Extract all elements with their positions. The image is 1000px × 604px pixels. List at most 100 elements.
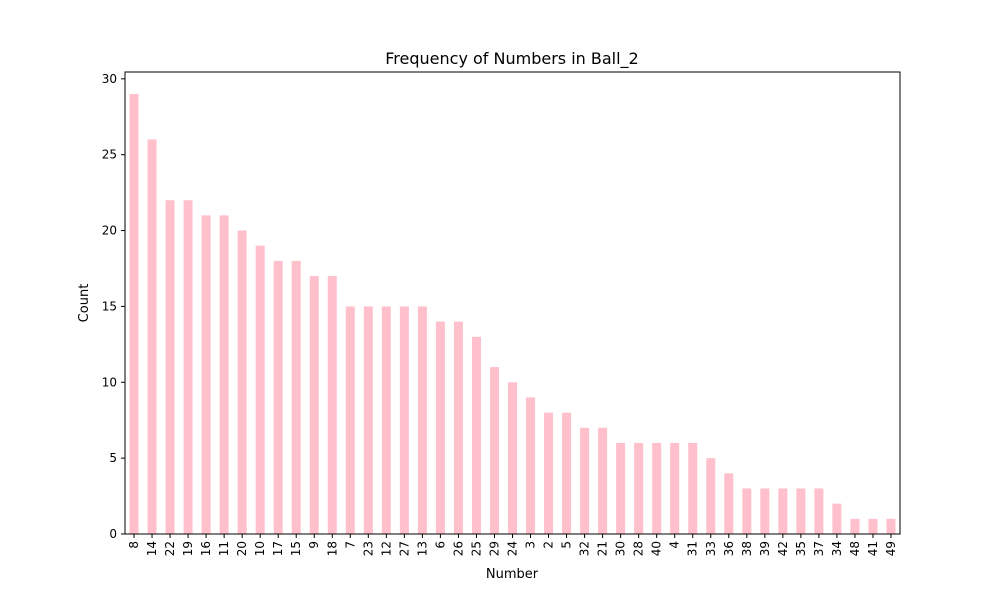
y-tick-label-5: 5 xyxy=(109,451,117,465)
bar-26 xyxy=(453,321,463,534)
bar-21 xyxy=(598,427,608,534)
x-tick-label-8: 8 xyxy=(127,541,141,549)
bar-42 xyxy=(778,488,788,534)
x-tick-label-42: 42 xyxy=(776,541,790,556)
x-tick-label-30: 30 xyxy=(614,541,628,556)
bar-33 xyxy=(706,458,716,534)
bar-7 xyxy=(345,306,355,534)
bar-48 xyxy=(850,518,860,534)
bar-37 xyxy=(814,488,824,534)
bar-40 xyxy=(652,442,662,534)
bar-3 xyxy=(526,397,536,534)
x-tick-label-10: 10 xyxy=(253,541,267,556)
x-tick-label-33: 33 xyxy=(704,541,718,556)
x-tick-label-26: 26 xyxy=(451,541,465,556)
bar-14 xyxy=(147,139,157,534)
x-tick-label-28: 28 xyxy=(632,541,646,556)
bar-32 xyxy=(580,427,590,534)
bar-30 xyxy=(616,442,626,534)
bar-19 xyxy=(183,200,193,534)
x-tick-label-2: 2 xyxy=(542,541,556,549)
x-tick-label-39: 39 xyxy=(758,541,772,556)
bar-34 xyxy=(832,503,842,534)
x-tick-label-17: 17 xyxy=(271,541,285,556)
y-tick-label-10: 10 xyxy=(102,375,117,389)
x-tick-label-16: 16 xyxy=(199,541,213,556)
bar-13 xyxy=(417,306,427,534)
x-tick-label-4: 4 xyxy=(668,541,682,549)
y-tick-label-15: 15 xyxy=(102,299,117,313)
y-tick-label-0: 0 xyxy=(109,527,117,541)
y-tick-label-30: 30 xyxy=(102,72,117,86)
bar-18 xyxy=(327,276,337,534)
bar-6 xyxy=(435,321,445,534)
x-tick-label-29: 29 xyxy=(487,541,501,556)
bar-35 xyxy=(796,488,806,534)
x-tick-label-49: 49 xyxy=(884,541,898,556)
x-axis-ticks: 8 14 22 19 16 11 20 10 17 15 9 18 7 23 12 27 13 6 26 25 29 24… xyxy=(127,534,898,556)
bar-38 xyxy=(742,488,752,534)
x-tick-label-40: 40 xyxy=(650,541,664,556)
bars-group xyxy=(129,94,896,535)
x-tick-label-5: 5 xyxy=(560,541,574,549)
x-tick-label-38: 38 xyxy=(740,541,754,556)
x-tick-label-37: 37 xyxy=(812,541,826,556)
x-tick-label-34: 34 xyxy=(830,541,844,556)
bar-41 xyxy=(868,518,878,534)
x-tick-label-7: 7 xyxy=(343,541,357,549)
x-tick-label-41: 41 xyxy=(866,541,880,556)
y-axis-label: Count xyxy=(77,284,92,323)
bar-11 xyxy=(219,215,229,534)
x-tick-label-19: 19 xyxy=(181,541,195,556)
bar-22 xyxy=(165,200,175,534)
bar-39 xyxy=(760,488,770,534)
x-tick-label-36: 36 xyxy=(722,541,736,556)
chart-title: Frequency of Numbers in Ball_2 xyxy=(385,49,638,69)
bar-28 xyxy=(634,442,644,534)
x-tick-label-9: 9 xyxy=(307,541,321,549)
x-tick-label-22: 22 xyxy=(163,541,177,556)
x-tick-label-25: 25 xyxy=(469,541,483,556)
x-tick-label-31: 31 xyxy=(686,541,700,556)
x-tick-label-15: 15 xyxy=(289,541,303,556)
bar-49 xyxy=(886,518,896,534)
bar-10 xyxy=(255,245,265,534)
x-tick-label-35: 35 xyxy=(794,541,808,556)
x-tick-label-32: 32 xyxy=(578,541,592,556)
bar-31 xyxy=(688,442,698,534)
bar-20 xyxy=(237,230,247,535)
bar-4 xyxy=(670,442,680,534)
x-tick-label-12: 12 xyxy=(379,541,393,556)
bar-27 xyxy=(399,306,409,534)
x-tick-label-6: 6 xyxy=(433,541,447,549)
bar-25 xyxy=(471,336,481,534)
bar-23 xyxy=(363,306,373,534)
bar-29 xyxy=(489,367,499,534)
x-tick-label-48: 48 xyxy=(848,541,862,556)
bar-15 xyxy=(291,260,301,534)
bar-9 xyxy=(309,276,319,534)
bar-17 xyxy=(273,260,283,534)
bar-12 xyxy=(381,306,391,534)
x-tick-label-3: 3 xyxy=(524,541,538,549)
x-tick-label-18: 18 xyxy=(325,541,339,556)
x-tick-label-23: 23 xyxy=(361,541,375,556)
y-tick-label-25: 25 xyxy=(102,148,117,162)
y-tick-label-20: 20 xyxy=(102,224,117,238)
bar-2 xyxy=(544,412,554,534)
plot-frame xyxy=(124,71,901,535)
x-tick-label-14: 14 xyxy=(145,541,159,556)
bar-36 xyxy=(724,473,734,534)
bar-5 xyxy=(562,412,572,534)
x-tick-label-13: 13 xyxy=(415,541,429,556)
y-axis-ticks: 0 5 10 15 20 25 30 xyxy=(102,72,125,541)
x-axis-label: Number xyxy=(486,567,539,582)
x-tick-label-21: 21 xyxy=(596,541,610,556)
bar-16 xyxy=(201,215,211,534)
x-tick-label-11: 11 xyxy=(217,541,231,556)
x-tick-label-20: 20 xyxy=(235,541,249,556)
x-tick-label-24: 24 xyxy=(506,541,520,556)
x-tick-label-27: 27 xyxy=(397,541,411,556)
